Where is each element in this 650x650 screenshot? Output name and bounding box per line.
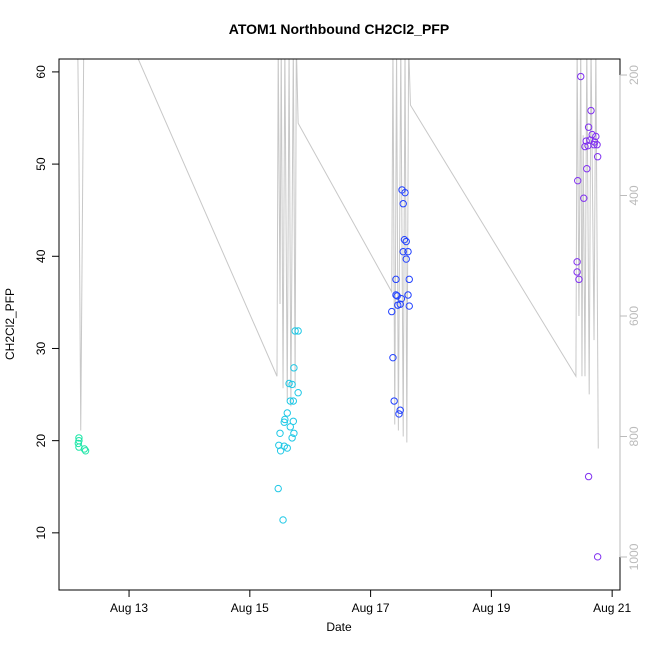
y-tick-label: 30 [34, 341, 48, 355]
point [283, 409, 291, 417]
plot-area [74, 59, 602, 561]
point [581, 142, 589, 151]
x-tick-label: Aug 17 [352, 601, 390, 615]
point [400, 235, 409, 244]
point [404, 291, 412, 299]
point [573, 268, 581, 276]
plot-frame [58, 58, 621, 591]
point [402, 237, 410, 246]
point [405, 275, 413, 284]
series-line [77, 59, 599, 449]
point [81, 447, 90, 455]
point [590, 141, 598, 149]
y-tick-label: 50 [34, 157, 48, 171]
point [80, 445, 89, 453]
x-tick-label: Aug 15 [231, 601, 269, 615]
point [404, 247, 412, 256]
point [289, 417, 298, 425]
point [399, 200, 407, 208]
x-tick-label: Aug 13 [110, 601, 148, 615]
point [290, 364, 298, 372]
point [290, 429, 298, 437]
y-axis-title: CH2Cl2_PFP [3, 288, 17, 360]
point [281, 415, 289, 424]
point [587, 106, 595, 115]
point [291, 327, 299, 335]
point [276, 447, 285, 455]
y2-tick-label: 1000 [627, 543, 641, 570]
point [593, 141, 601, 149]
point [294, 389, 302, 397]
point [399, 247, 407, 256]
point [286, 397, 294, 405]
point [592, 132, 600, 141]
y2-tick-label: 800 [627, 426, 641, 446]
point [583, 165, 591, 173]
point [577, 72, 585, 81]
point [396, 406, 404, 414]
point [75, 434, 83, 442]
point [285, 379, 293, 388]
x-axis-title: Date [326, 620, 352, 634]
x-tick-label: Aug 19 [472, 601, 510, 615]
point [392, 275, 400, 284]
y2-tick-label: 400 [627, 185, 641, 205]
point [405, 302, 413, 310]
point [397, 294, 406, 303]
point [573, 258, 581, 266]
point [389, 353, 397, 362]
point [593, 153, 602, 161]
point [574, 176, 582, 185]
point [74, 439, 83, 448]
point [588, 130, 596, 139]
point [288, 380, 296, 389]
point [392, 291, 400, 299]
point [276, 429, 284, 437]
point [280, 418, 288, 426]
point [286, 423, 294, 431]
point [390, 397, 398, 405]
y-tick-label: 20 [34, 434, 48, 448]
point [580, 194, 588, 202]
point [402, 255, 410, 263]
point [279, 516, 287, 524]
point [582, 137, 590, 145]
point [288, 434, 296, 442]
y2-tick-label: 600 [627, 306, 641, 326]
x-tick-label: Aug 21 [593, 601, 631, 615]
point [289, 397, 298, 405]
point [401, 188, 409, 197]
chart-title: ATOM1 Northbound CH2Cl2_PFP [229, 21, 449, 37]
point [388, 307, 396, 316]
point [395, 410, 403, 418]
y-tick-label: 40 [34, 249, 48, 263]
point [584, 472, 593, 481]
point [283, 444, 291, 452]
point [396, 300, 404, 308]
point [294, 327, 302, 335]
point [593, 553, 602, 561]
point [575, 275, 583, 284]
point [274, 484, 282, 493]
y2-tick-label: 200 [627, 65, 641, 85]
point [584, 123, 593, 131]
y-tick-label: 10 [34, 526, 48, 540]
y-tick-label: 60 [34, 65, 48, 79]
